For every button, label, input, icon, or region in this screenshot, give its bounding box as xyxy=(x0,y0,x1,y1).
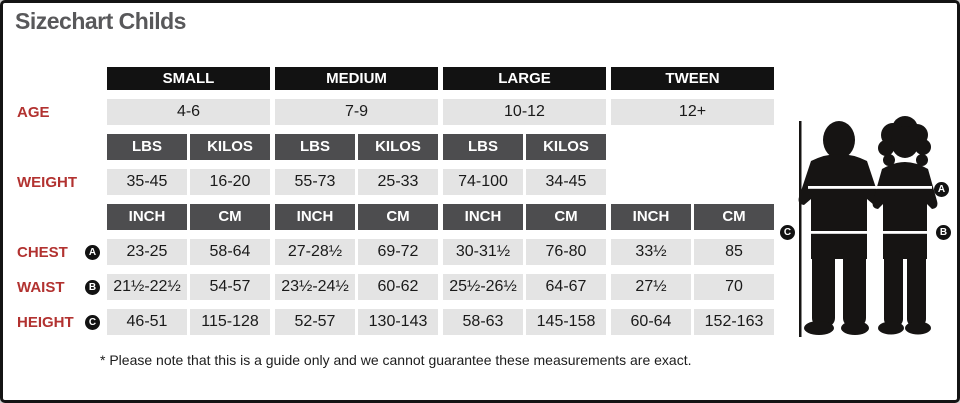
column-header-medium: MEDIUM xyxy=(275,67,438,90)
table-cell: 33½ xyxy=(611,239,691,265)
disclaimer-note: * Please note that this is a guide only … xyxy=(100,352,692,368)
unit-header-cm: CM xyxy=(190,204,270,230)
table-cell: 74-100 xyxy=(443,169,523,195)
table-cell: 60-64 xyxy=(611,309,691,335)
chest-measure-line xyxy=(808,186,932,189)
waist-row: WAIST B 21½-22½ 54-57 23½-24½ 60-62 25½-… xyxy=(3,274,783,300)
row-label-height: HEIGHT C xyxy=(3,309,107,335)
table-cell: 23½-24½ xyxy=(275,274,355,300)
empty-cell xyxy=(611,169,774,195)
table-cell: 12+ xyxy=(611,99,774,125)
table-cell: 52-57 xyxy=(275,309,355,335)
column-header-tween: TWEEN xyxy=(611,67,774,90)
unit-header-lbs: LBS xyxy=(107,134,187,160)
table-cell: 58-63 xyxy=(443,309,523,335)
table-cell: 4-6 xyxy=(107,99,270,125)
table-cell: 23-25 xyxy=(107,239,187,265)
row-label-waist: WAIST B xyxy=(3,274,107,300)
table-cell: 16-20 xyxy=(190,169,270,195)
figure-marker-a: A xyxy=(934,182,949,197)
unit-header-kilos: KILOS xyxy=(526,134,606,160)
row-label-chest: CHEST A xyxy=(3,239,107,265)
size-units-row: INCH CM INCH CM INCH CM INCH CM xyxy=(3,204,783,230)
unit-header-inch: INCH xyxy=(611,204,691,230)
unit-header-cm: CM xyxy=(526,204,606,230)
waist-label: WAIST xyxy=(17,278,65,296)
table-cell: 25½-26½ xyxy=(443,274,523,300)
column-header-small: SMALL xyxy=(107,67,270,90)
label-spacer xyxy=(3,204,107,230)
sizechart-table: SMALL MEDIUM LARGE TWEEN AGE 4-6 7-9 10-… xyxy=(3,67,783,344)
table-cell: 115-128 xyxy=(190,309,270,335)
height-badge: C xyxy=(85,314,100,330)
empty-cell xyxy=(611,134,774,160)
unit-header-kilos: KILOS xyxy=(358,134,438,160)
table-cell: 58-64 xyxy=(190,239,270,265)
unit-header-kilos: KILOS xyxy=(190,134,270,160)
table-cell: 34-45 xyxy=(526,169,606,195)
table-cell: 60-62 xyxy=(358,274,438,300)
size-header-row: SMALL MEDIUM LARGE TWEEN xyxy=(3,67,783,90)
unit-header-lbs: LBS xyxy=(275,134,355,160)
table-cell: 69-72 xyxy=(358,239,438,265)
height-row: HEIGHT C 46-51 115-128 52-57 130-143 58-… xyxy=(3,309,783,335)
page-title: Sizechart Childs xyxy=(15,8,186,34)
table-cell: 64-67 xyxy=(526,274,606,300)
row-label-weight: WEIGHT xyxy=(3,169,107,195)
waist-measure-line xyxy=(807,231,935,234)
chest-badge: A xyxy=(85,244,100,260)
unit-header-cm: CM xyxy=(358,204,438,230)
figure-marker-b: B xyxy=(936,225,951,240)
age-label: AGE xyxy=(17,103,50,121)
figure-marker-c: C xyxy=(780,225,795,240)
table-cell: 25-33 xyxy=(358,169,438,195)
chest-row: CHEST A 23-25 58-64 27-28½ 69-72 30-31½ … xyxy=(3,239,783,265)
height-measure-line xyxy=(799,121,802,337)
table-cell: 152-163 xyxy=(694,309,774,335)
row-label-age: AGE xyxy=(3,99,107,125)
weight-units-row: LBS KILOS LBS KILOS LBS KILOS xyxy=(3,134,783,160)
weight-label: WEIGHT xyxy=(17,173,77,191)
height-label: HEIGHT xyxy=(17,313,74,331)
unit-header-inch: INCH xyxy=(443,204,523,230)
table-cell: 76-80 xyxy=(526,239,606,265)
table-cell: 27-28½ xyxy=(275,239,355,265)
weight-row: WEIGHT 35-45 16-20 55-73 25-33 74-100 34… xyxy=(3,169,783,195)
table-cell: 130-143 xyxy=(358,309,438,335)
table-cell: 35-45 xyxy=(107,169,187,195)
table-cell: 10-12 xyxy=(443,99,606,125)
unit-header-inch: INCH xyxy=(107,204,187,230)
waist-badge: B xyxy=(85,279,100,295)
table-cell: 46-51 xyxy=(107,309,187,335)
table-cell: 27½ xyxy=(611,274,691,300)
unit-header-lbs: LBS xyxy=(443,134,523,160)
unit-header-cm: CM xyxy=(694,204,774,230)
table-cell: 55-73 xyxy=(275,169,355,195)
table-cell: 30-31½ xyxy=(443,239,523,265)
chest-label: CHEST xyxy=(17,243,68,261)
column-header-large: LARGE xyxy=(443,67,606,90)
age-row: AGE 4-6 7-9 10-12 12+ xyxy=(3,99,783,125)
label-spacer xyxy=(3,134,107,160)
unit-header-inch: INCH xyxy=(275,204,355,230)
table-cell: 54-57 xyxy=(190,274,270,300)
label-spacer xyxy=(3,67,107,90)
table-cell: 145-158 xyxy=(526,309,606,335)
table-cell: 85 xyxy=(694,239,774,265)
table-cell: 70 xyxy=(694,274,774,300)
children-silhouette-illustration xyxy=(798,116,938,337)
table-cell: 21½-22½ xyxy=(107,274,187,300)
table-cell: 7-9 xyxy=(275,99,438,125)
